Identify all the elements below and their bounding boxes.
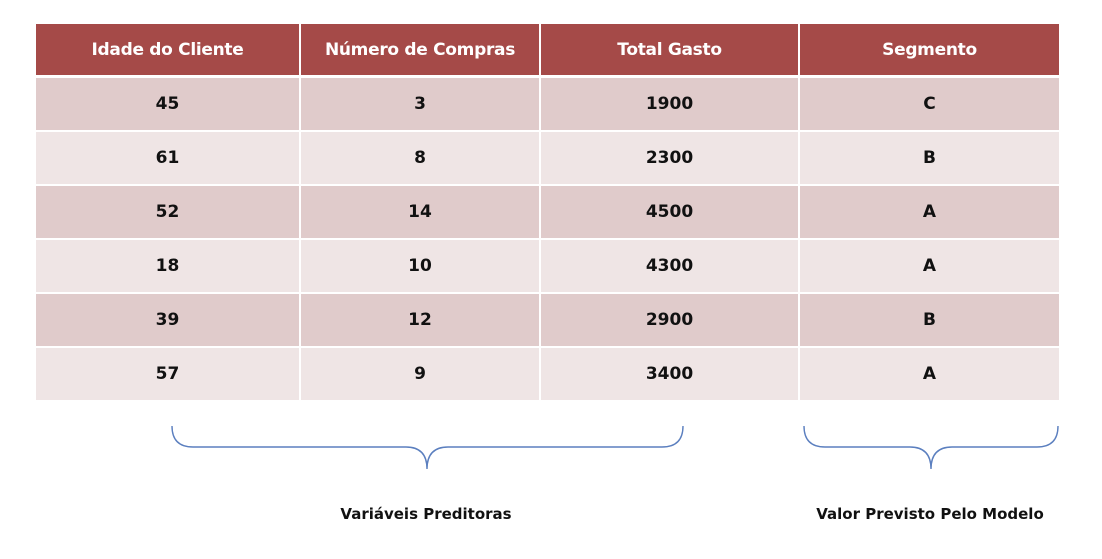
target-label: Valor Previsto Pelo Modelo bbox=[816, 505, 1044, 523]
cell-segmento: A bbox=[800, 240, 1059, 294]
target-brace bbox=[803, 425, 1059, 470]
table-row: 45 3 1900 C bbox=[36, 78, 1059, 132]
cell-idade: 39 bbox=[36, 294, 301, 348]
header-numero-de-compras: Número de Compras bbox=[301, 24, 541, 78]
cell-compras: 14 bbox=[301, 186, 541, 240]
cell-total-gasto: 4500 bbox=[541, 186, 800, 240]
cell-idade: 45 bbox=[36, 78, 301, 132]
cell-compras: 10 bbox=[301, 240, 541, 294]
header-total-gasto: Total Gasto bbox=[541, 24, 800, 78]
table-row: 57 9 3400 A bbox=[36, 348, 1059, 402]
customer-segment-table: Idade do Cliente Número de Compras Total… bbox=[36, 24, 1059, 402]
cell-compras: 12 bbox=[301, 294, 541, 348]
header-segmento: Segmento bbox=[800, 24, 1059, 78]
cell-total-gasto: 1900 bbox=[541, 78, 800, 132]
cell-total-gasto: 3400 bbox=[541, 348, 800, 402]
cell-idade: 52 bbox=[36, 186, 301, 240]
cell-total-gasto: 2300 bbox=[541, 132, 800, 186]
table-row: 52 14 4500 A bbox=[36, 186, 1059, 240]
cell-compras: 3 bbox=[301, 78, 541, 132]
header-idade-do-cliente: Idade do Cliente bbox=[36, 24, 301, 78]
cell-segmento: A bbox=[800, 186, 1059, 240]
cell-segmento: B bbox=[800, 132, 1059, 186]
cell-compras: 9 bbox=[301, 348, 541, 402]
cell-total-gasto: 4300 bbox=[541, 240, 800, 294]
predictors-brace bbox=[171, 425, 684, 470]
cell-segmento: C bbox=[800, 78, 1059, 132]
predictors-label: Variáveis Preditoras bbox=[340, 505, 512, 523]
cell-compras: 8 bbox=[301, 132, 541, 186]
cell-idade: 18 bbox=[36, 240, 301, 294]
table-row: 18 10 4300 A bbox=[36, 240, 1059, 294]
table-row: 61 8 2300 B bbox=[36, 132, 1059, 186]
cell-idade: 57 bbox=[36, 348, 301, 402]
cell-idade: 61 bbox=[36, 132, 301, 186]
cell-total-gasto: 2900 bbox=[541, 294, 800, 348]
cell-segmento: A bbox=[800, 348, 1059, 402]
cell-segmento: B bbox=[800, 294, 1059, 348]
table-row: 39 12 2900 B bbox=[36, 294, 1059, 348]
table-header-row: Idade do Cliente Número de Compras Total… bbox=[36, 24, 1059, 78]
